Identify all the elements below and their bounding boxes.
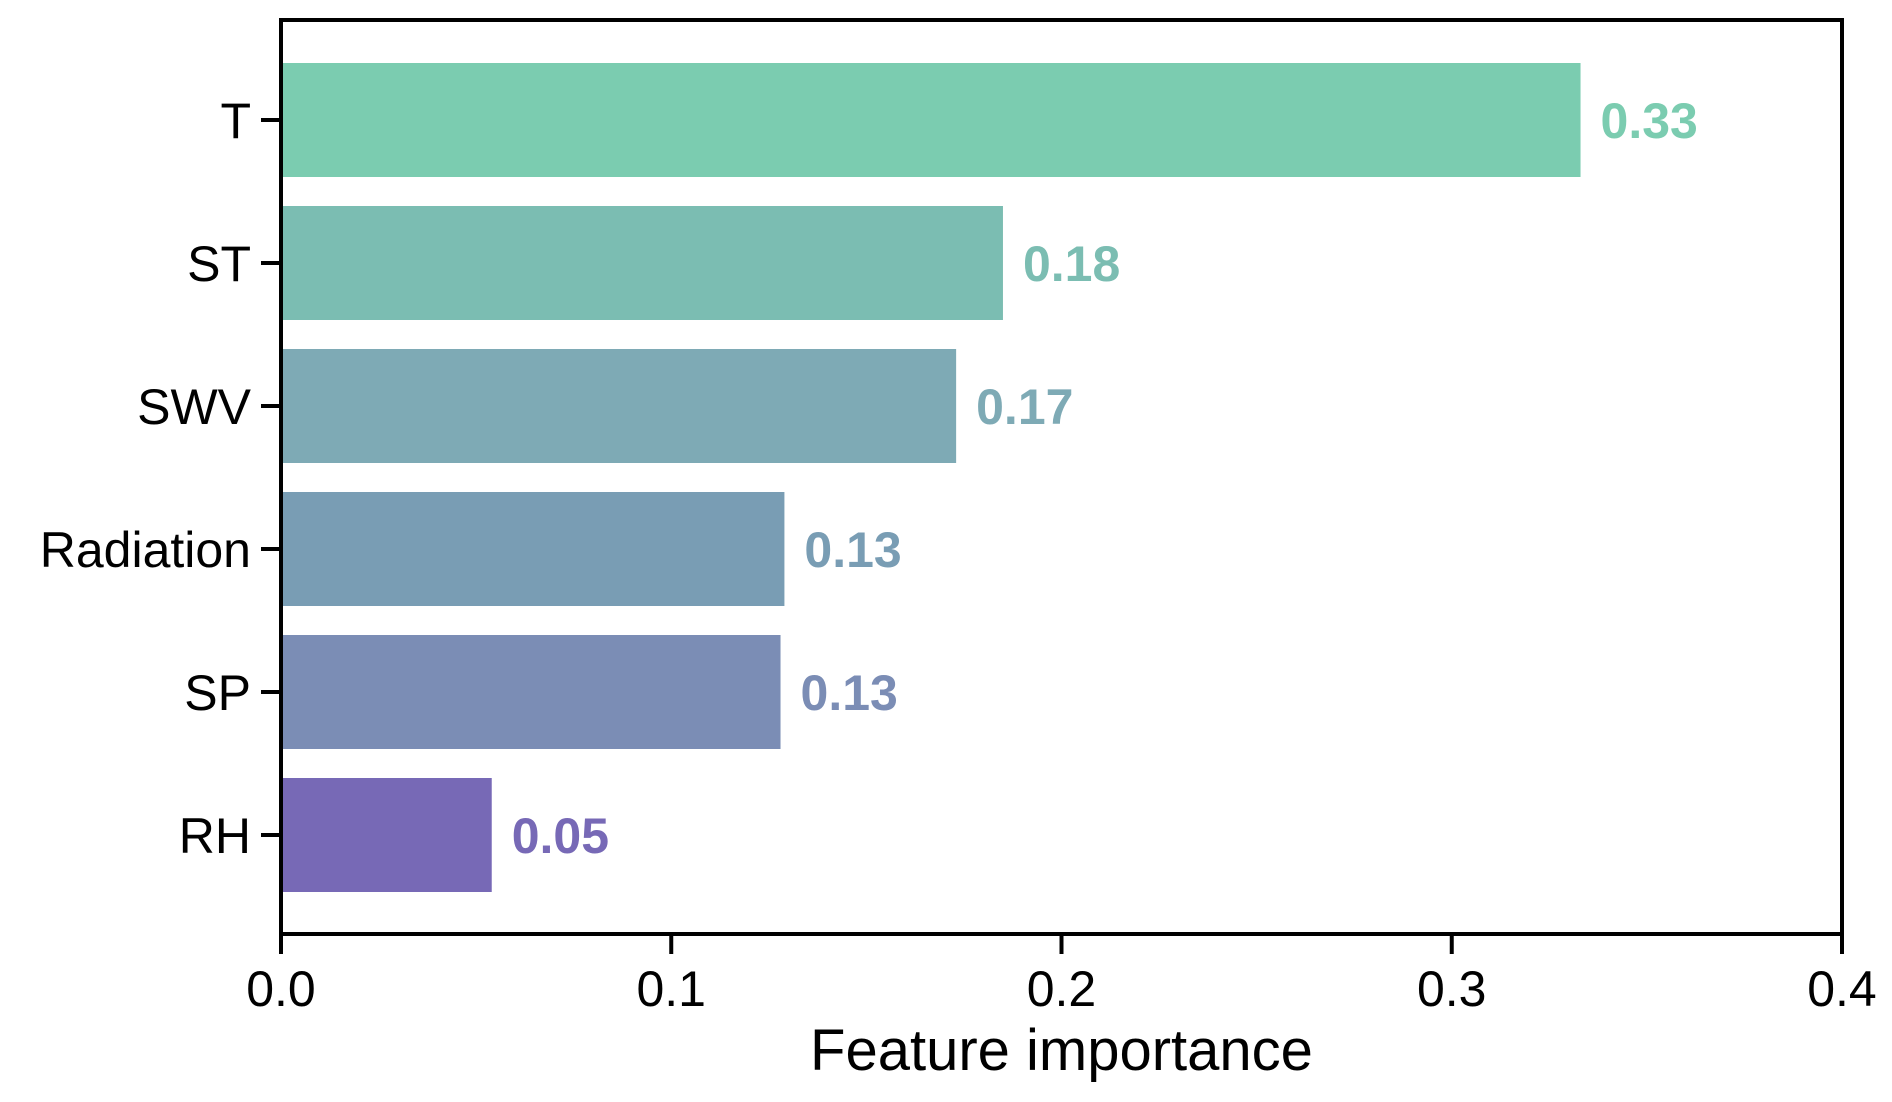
bar-value-label-st: 0.18	[1023, 236, 1120, 292]
x-tick-label: 0.0	[246, 961, 316, 1017]
bar-swv	[281, 349, 957, 463]
axes-layer: T ST SWV Radiation SP RH 0.0 0.1 0.2 0.3 0.4	[40, 18, 1877, 1017]
x-axis-title: Feature importance	[810, 1018, 1313, 1083]
bars-layer: 0.33 0.18 0.17 0.13 0.13 0.05	[281, 63, 1698, 892]
y-tick-label-t: T	[220, 93, 251, 149]
bar-radiation	[281, 492, 785, 606]
y-tick-label-radiation: Radiation	[40, 522, 251, 578]
bar-value-label-radiation: 0.13	[804, 522, 901, 578]
y-tick-label-swv: SWV	[137, 379, 252, 435]
x-tick-label: 0.2	[1027, 961, 1097, 1017]
bar-t	[281, 63, 1581, 177]
y-tick-label-sp: SP	[184, 665, 251, 721]
y-tick-label-rh: RH	[179, 808, 251, 864]
x-tick-label: 0.3	[1417, 961, 1487, 1017]
bar-value-label-sp: 0.13	[801, 665, 898, 721]
x-tick-label: 0.4	[1807, 961, 1877, 1017]
bar-value-label-t: 0.33	[1601, 93, 1698, 149]
x-tick-label: 0.1	[636, 961, 706, 1017]
bar-rh	[281, 778, 492, 892]
bar-value-label-rh: 0.05	[512, 808, 609, 864]
y-tick-label-st: ST	[187, 236, 251, 292]
bar-value-label-swv: 0.17	[976, 379, 1073, 435]
bar-st	[281, 206, 1003, 320]
bar-sp	[281, 635, 781, 749]
